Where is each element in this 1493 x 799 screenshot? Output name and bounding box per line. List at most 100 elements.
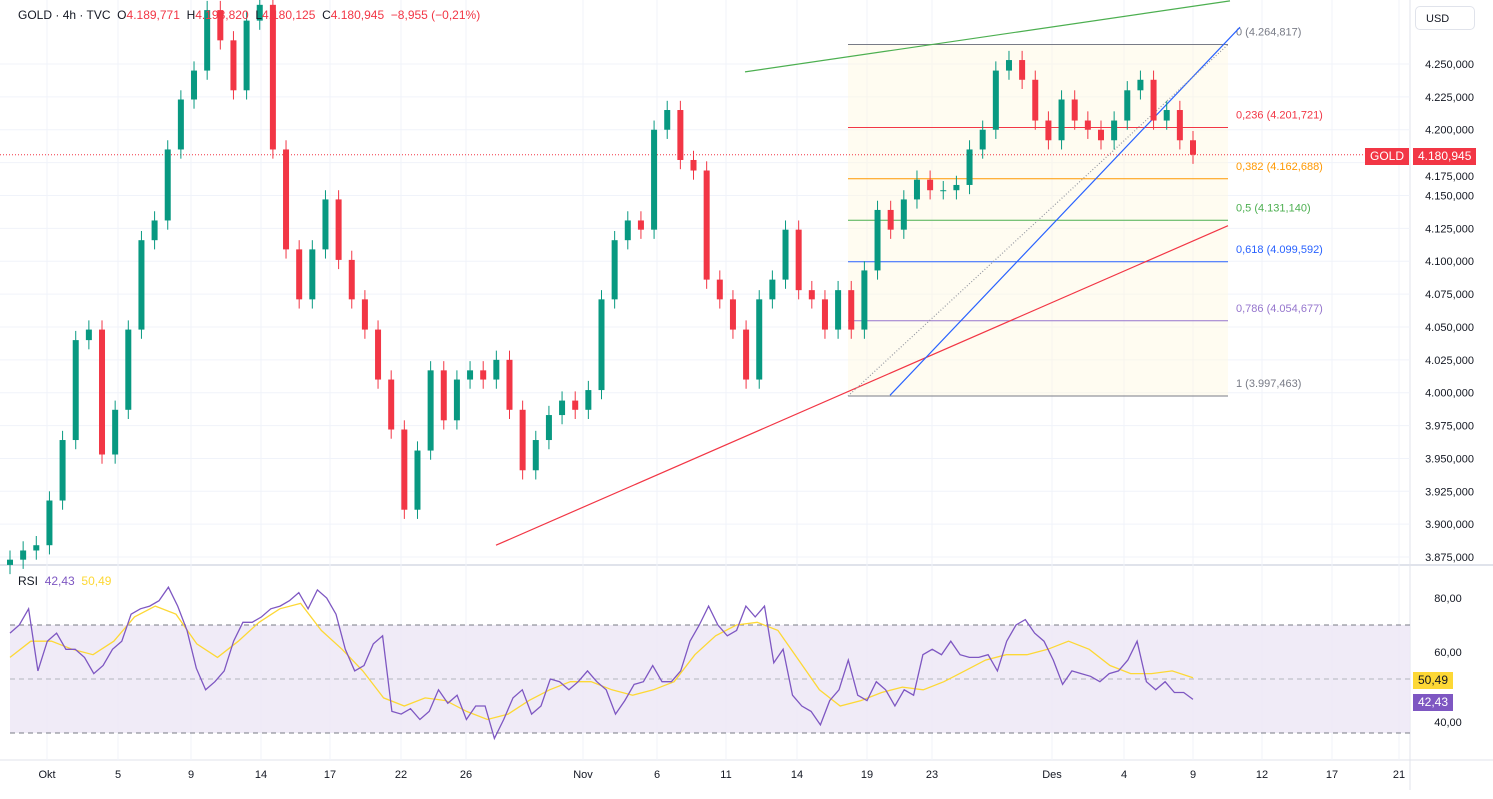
price-pane — [0, 0, 1410, 565]
fibonacci-level-label: 0,382 (4.162,688) — [1236, 161, 1323, 173]
candle — [1019, 50, 1026, 89]
candle-body — [598, 299, 605, 391]
low-value: 4.180,125 — [262, 8, 316, 22]
candle — [651, 120, 658, 239]
candle-body — [1124, 90, 1131, 121]
candle — [243, 11, 250, 100]
candle — [835, 280, 842, 339]
candle-body — [1058, 99, 1065, 141]
candle-body — [690, 159, 697, 171]
candle — [1071, 90, 1078, 130]
candle — [716, 270, 723, 309]
rsi-y-tick-label: 60,00 — [1434, 647, 1462, 659]
candle-body — [769, 279, 776, 300]
candle-body — [979, 129, 986, 150]
candle-body — [729, 299, 736, 330]
candle — [690, 150, 697, 180]
open-label: O — [117, 8, 127, 22]
candle-body — [716, 279, 723, 300]
candle-body — [427, 370, 434, 451]
open-value: 4.189,771 — [126, 8, 180, 22]
x-tick-label: 14 — [791, 769, 803, 781]
candle-body — [230, 40, 237, 91]
candle-body — [348, 259, 355, 300]
rsi-line — [9, 585, 1194, 741]
rsi-y-tick-label: 40,00 — [1434, 717, 1462, 729]
candle-body — [559, 400, 566, 416]
candle-body — [453, 379, 460, 421]
candle-body — [467, 370, 474, 380]
candle — [151, 211, 158, 250]
candle-body — [651, 129, 658, 230]
candle-body — [1071, 99, 1078, 121]
candle — [375, 320, 382, 389]
candle — [913, 170, 920, 209]
y-tick-label: 4.200,000 — [1425, 125, 1474, 137]
candle-body — [545, 415, 552, 441]
rsi-legend[interactable]: RSI 42,43 50,49 — [18, 574, 111, 588]
candle — [940, 181, 947, 200]
candle-body — [46, 500, 53, 546]
x-tick-label: 26 — [460, 769, 472, 781]
candle — [309, 240, 316, 309]
candle — [46, 491, 53, 555]
candle — [572, 391, 579, 419]
candle — [1097, 120, 1104, 150]
candle — [230, 31, 237, 100]
candle — [217, 0, 224, 50]
candle — [493, 350, 500, 389]
candle — [177, 90, 184, 159]
fibonacci-level-label: 0,236 (4.201,721) — [1236, 109, 1323, 121]
last-price-symbol-tag: GOLD — [1364, 148, 1409, 165]
x-tick-label: 19 — [861, 769, 873, 781]
candle-body — [1019, 60, 1026, 80]
candle-body — [782, 229, 789, 280]
candle-body — [33, 545, 40, 551]
y-tick-label: 4.000,000 — [1425, 388, 1474, 400]
rsi-band — [10, 625, 1410, 733]
rsi-ma-tag: 50,49 — [1413, 672, 1454, 689]
y-tick-label: 3.975,000 — [1425, 421, 1474, 433]
source: TVC — [86, 8, 111, 22]
candle — [782, 220, 789, 289]
candle — [1137, 70, 1144, 100]
candle — [204, 0, 211, 80]
candle-body — [99, 329, 106, 455]
candle — [966, 140, 973, 195]
candle — [59, 430, 66, 510]
candle — [992, 61, 999, 139]
candle-body — [953, 184, 960, 191]
candle — [559, 391, 566, 425]
interval: 4h — [62, 8, 77, 22]
candle — [874, 200, 881, 280]
candle — [322, 190, 329, 259]
candle-body — [388, 379, 395, 430]
candle-body — [59, 440, 66, 501]
symbol-legend: GOLD · 4h · TVC O4.189,771 H4.198,820 L4… — [18, 8, 481, 22]
candle-body — [1111, 120, 1118, 141]
candle — [808, 280, 815, 309]
candle-body — [637, 220, 644, 230]
candle — [598, 290, 605, 400]
candle — [335, 190, 342, 270]
candle — [1005, 50, 1012, 80]
y-tick-label: 4.250,000 — [1425, 59, 1474, 71]
candle-body — [480, 370, 487, 380]
candle-body — [151, 220, 158, 241]
candle-body — [808, 290, 815, 300]
candle — [191, 61, 198, 109]
candle-body — [887, 209, 894, 230]
candle — [953, 175, 960, 200]
candle — [900, 190, 907, 239]
candle-body — [940, 190, 947, 192]
currency-button[interactable]: USD — [1415, 6, 1475, 30]
candle — [624, 211, 631, 250]
candle — [1032, 70, 1039, 130]
candle — [85, 320, 92, 350]
candle-body — [125, 329, 132, 410]
candle — [453, 370, 460, 430]
y-tick-label: 4.050,000 — [1425, 322, 1474, 334]
symbol-name[interactable]: GOLD — [18, 8, 53, 22]
close-label: C — [322, 8, 331, 22]
